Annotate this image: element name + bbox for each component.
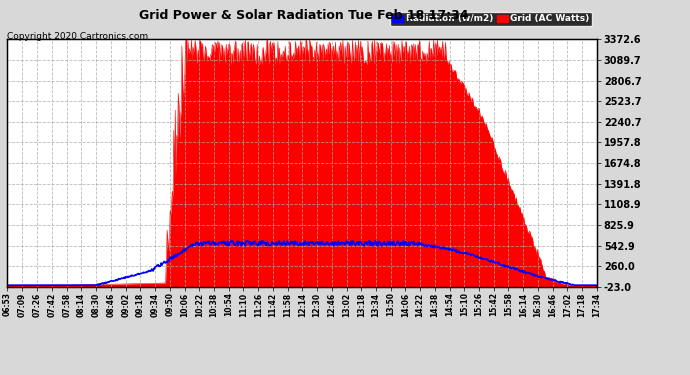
Text: Grid Power & Solar Radiation Tue Feb 18 17:34: Grid Power & Solar Radiation Tue Feb 18 … (139, 9, 469, 22)
Text: Copyright 2020 Cartronics.com: Copyright 2020 Cartronics.com (7, 32, 148, 41)
Legend: Radiation (w/m2), Grid (AC Watts): Radiation (w/m2), Grid (AC Watts) (390, 12, 592, 26)
